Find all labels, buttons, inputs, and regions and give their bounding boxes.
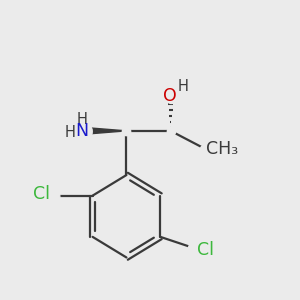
- Polygon shape: [82, 127, 126, 134]
- Text: Cl: Cl: [34, 185, 50, 203]
- Text: O: O: [163, 86, 177, 104]
- Text: H: H: [64, 125, 75, 140]
- Text: Cl: Cl: [197, 241, 214, 259]
- Text: N: N: [76, 122, 89, 140]
- Text: CH₃: CH₃: [206, 140, 238, 158]
- Text: H: H: [178, 79, 188, 94]
- Text: H: H: [76, 112, 87, 127]
